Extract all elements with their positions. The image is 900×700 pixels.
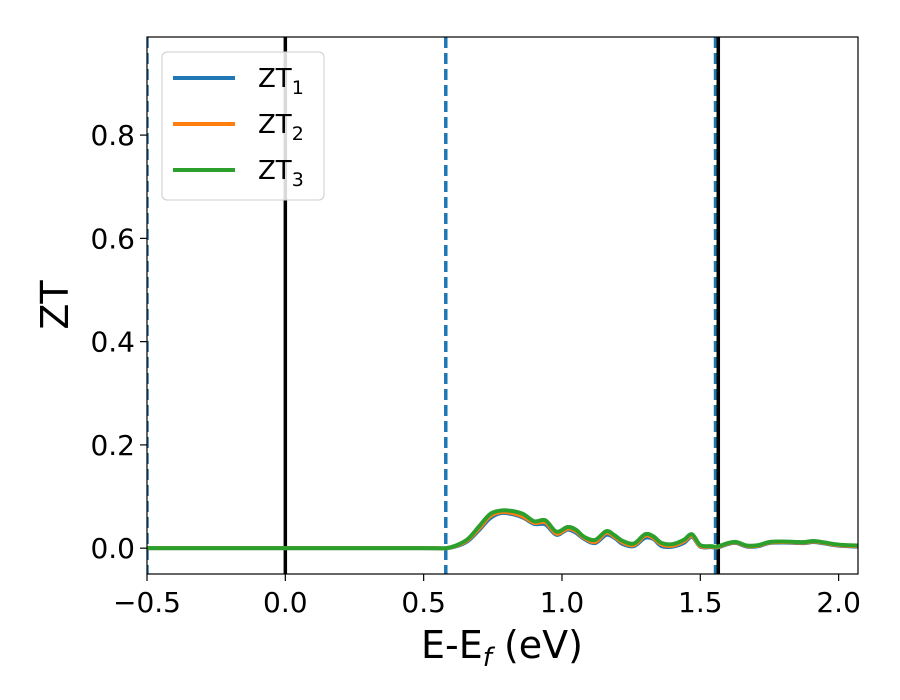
series-lines [147,508,858,551]
legend-box [161,51,325,201]
x-axis-label: E-Ef (eV) [421,623,583,673]
x-tick-label: 0.0 [263,586,308,619]
x-tick-label: 1.5 [678,586,723,619]
plot-frame [146,36,859,575]
series-line-zt3 [147,508,858,551]
legend-label-zt3: ZT3 [258,156,304,191]
legend-label-zt1: ZT1 [258,64,304,99]
series-line-zt1 [147,510,858,551]
x-tick-label: 1.0 [540,586,585,619]
y-tick-label: 0.6 [90,222,135,255]
y-axis-label: ZT [33,280,77,330]
series-line-zt2 [147,509,858,551]
x-axis-ticks: −0.5 0.0 0.5 1.0 1.5 2.0 [113,574,861,619]
x-tick-label: −0.5 [113,586,181,619]
y-tick-label: 0.4 [90,326,135,359]
y-axis-ticks: 0.0 0.2 0.4 0.6 0.8 [90,119,147,565]
legend-label-zt2: ZT2 [258,110,304,145]
y-tick-label: 0.8 [90,119,135,152]
y-tick-label: 0.2 [90,429,135,462]
y-tick-label: 0.0 [90,532,135,565]
legend: ZT1 ZT2 ZT3 [161,51,325,201]
x-tick-label: 0.5 [401,586,446,619]
x-tick-label: 2.0 [816,586,861,619]
